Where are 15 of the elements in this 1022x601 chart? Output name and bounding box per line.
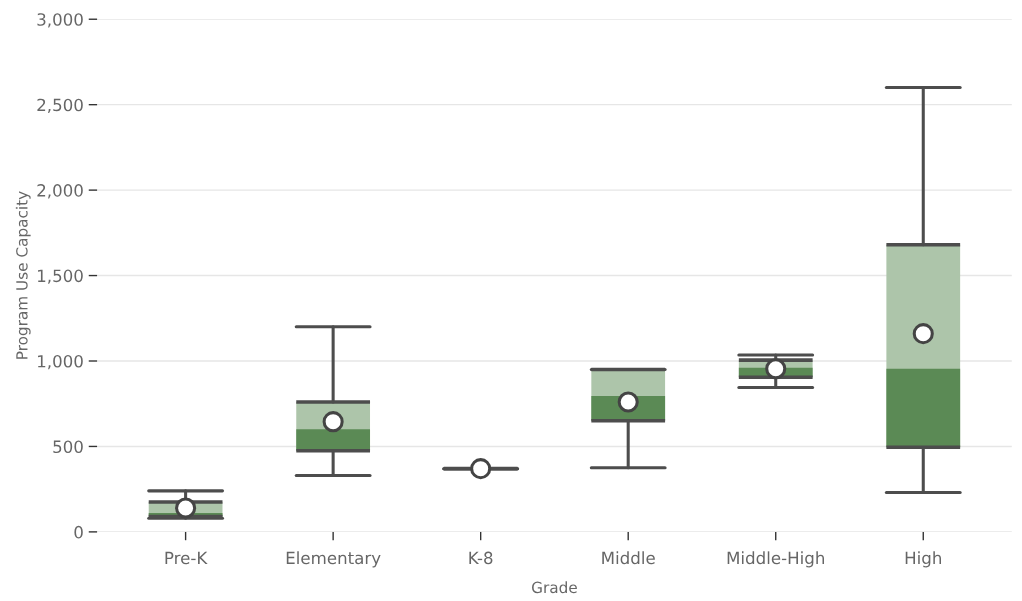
- x-tick-label: High: [905, 551, 941, 568]
- y-tick-label: 3,000: [37, 13, 83, 28]
- y-axis-title: Program Use Capacity: [15, 191, 31, 359]
- x-tick-label: Elementary: [286, 551, 381, 568]
- y-tick-label: 2,500: [37, 98, 83, 113]
- x-axis-title: Grade: [532, 581, 577, 594]
- x-tick-label: K-8: [469, 551, 493, 565]
- y-tick-label: 500: [53, 440, 83, 454]
- x-tick-label: Pre-K: [165, 551, 208, 565]
- y-tick-label: 2,000: [37, 184, 83, 199]
- x-tick-label: Middle-High: [727, 551, 824, 568]
- y-tick-label: 1,000: [38, 354, 83, 370]
- y-tick-label: 0: [74, 525, 83, 539]
- y-tick-label: 1,500: [38, 269, 83, 284]
- x-tick-label: Middle: [602, 551, 655, 565]
